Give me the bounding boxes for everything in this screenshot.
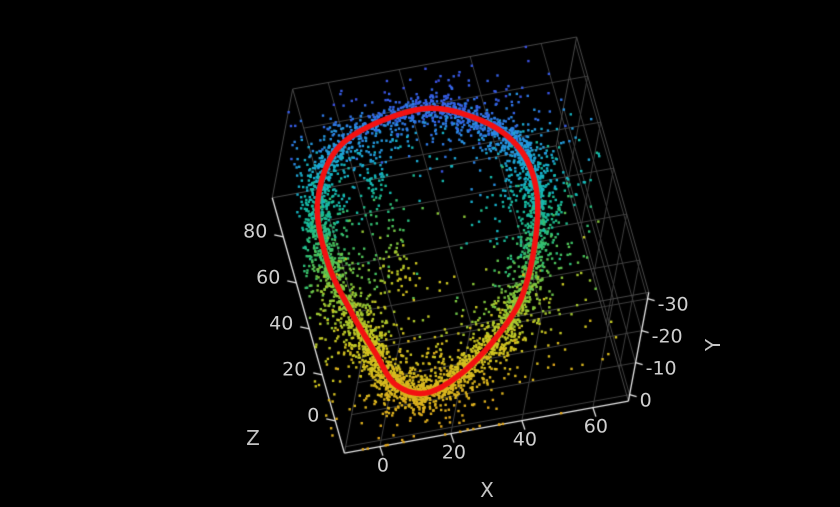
- scatter3d-figure: X Y Z 0 20 40 60 0 20 40 60 80 -30 -20 -10 0: [0, 0, 840, 507]
- plot-canvas[interactable]: [0, 0, 840, 507]
